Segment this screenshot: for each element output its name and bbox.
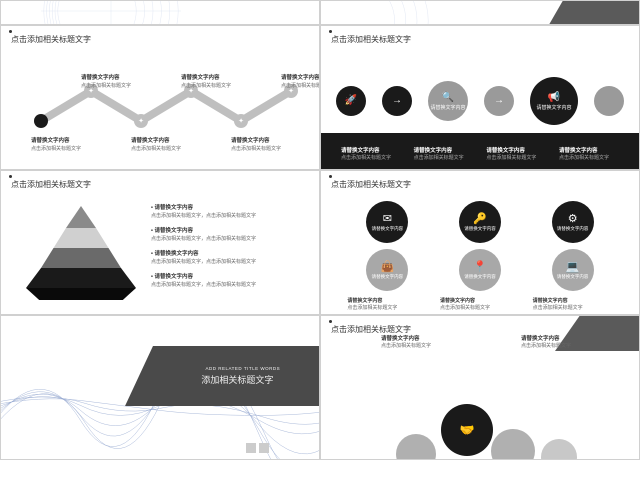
zigzag-node <box>34 114 48 128</box>
header-slide-right <box>320 0 640 25</box>
slide-zigzag: 点击添加相关标题文字 ✦✦✦✦✦ 请替换文字内容点击添加相关标题文字请替换文字内… <box>0 25 320 170</box>
zigzag-label: 请替换文字内容点击添加相关标题文字 <box>281 73 320 89</box>
zigzag-label: 请替换文字内容点击添加相关标题文字 <box>231 136 281 152</box>
cluster-circle <box>491 429 535 460</box>
flow-circle: → <box>484 86 514 116</box>
page-dots <box>246 443 269 453</box>
pyramid-layer <box>66 206 96 228</box>
grid-circle: ⚙请替换文字内容 <box>552 201 594 243</box>
flow-circle: 📢请替换文字内容 <box>530 77 578 125</box>
pyramid-text: • 请替换文字内容点击添加相关标题文字，点击添加相关标题文字 <box>151 226 301 242</box>
pyramid-text: • 请替换文字内容点击添加相关标题文字，点击添加相关标题文字 <box>151 203 301 219</box>
cluster-circle: 🤝 <box>441 404 493 456</box>
cluster-circle <box>396 434 436 460</box>
cluster-circle <box>541 439 577 460</box>
subtitle: ADD RELATED TITLE WORDS <box>205 366 280 371</box>
pyramid-diagram <box>26 206 136 301</box>
circle-grid: ✉请替换文字内容 🔑请替换文字内容 ⚙请替换文字内容 👜请替换文字内容 📍请替换文字内… <box>341 201 619 315</box>
circles-row: 🚀 → 🔍请替换文字内容 → 📢请替换文字内容 <box>336 71 624 131</box>
grid-circle: 📍请替换文字内容 <box>459 249 501 291</box>
zigzag-label: 请替换文字内容点击添加相关标题文字 <box>131 136 181 152</box>
flow-circle: 🔍请替换文字内容 <box>428 81 468 121</box>
flow-circle: 🚀 <box>336 86 366 116</box>
grid-circle: 💻请替换文字内容 <box>552 249 594 291</box>
zigzag-label: 请替换文字内容点击添加相关标题文字 <box>81 73 131 89</box>
slide-title-wave: ADD RELATED TITLE WORDS 添加相关标题文字 <box>0 315 320 460</box>
foot-label: 请替换文字内容点击添加相关标题文字 <box>533 297 613 311</box>
header-row <box>0 0 640 25</box>
cluster-text: 请替换文字内容点击添加相关标题文字 <box>521 334 591 349</box>
foot-label: 请替换文字内容点击添加相关标题文字 <box>414 146 474 161</box>
pyramid-text: • 请替换文字内容点击添加相关标题文字，点击添加相关标题文字 <box>151 272 301 288</box>
slide-circle-cluster: 点击添加相关标题文字 请替换文字内容点击添加相关标题文字请替换文字内容点击添加相… <box>320 315 640 460</box>
slide-title: 点击添加相关标题文字 <box>331 179 411 190</box>
zigzag-diagram: ✦✦✦✦✦ 请替换文字内容点击添加相关标题文字请替换文字内容点击添加相关标题文字… <box>21 81 301 131</box>
slide-grid: 点击添加相关标题文字 ✦✦✦✦✦ 请替换文字内容点击添加相关标题文字请替换文字内… <box>0 0 640 500</box>
flow-circle: → <box>382 86 412 116</box>
main-title: 添加相关标题文字 <box>201 373 273 386</box>
pyramid-layer <box>26 268 136 288</box>
foot-label: 请替换文字内容点击添加相关标题文字 <box>440 297 520 311</box>
pyramid-layer <box>54 228 109 248</box>
pyramid-text: • 请替换换文字内容点击添加相关标题文字，点击添加相关标题文字 <box>151 249 301 265</box>
header-slide-left <box>0 0 320 25</box>
flow-circle <box>594 86 624 116</box>
grid-circle: ✉请替换文字内容 <box>366 201 408 243</box>
title-band: ADD RELATED TITLE WORDS 添加相关标题文字 <box>125 346 320 406</box>
slide-title: 点击添加相关标题文字 <box>331 34 411 45</box>
circle-cluster: 🤝 <box>351 389 611 460</box>
cluster-text: 请替换文字内容点击添加相关标题文字 <box>381 334 451 349</box>
slide-title: 点击添加相关标题文字 <box>11 34 91 45</box>
zigzag-node: ✦ <box>234 114 248 128</box>
pyramid-layer <box>41 248 121 268</box>
slide-pyramid: 点击添加相关标题文字 • 请替换文字内容点击添加相关标题文字，点击添加相关标题文… <box>0 170 320 315</box>
zigzag-node: ✦ <box>134 114 148 128</box>
slide-title: 点击添加相关标题文字 <box>11 179 91 190</box>
foot-label: 请替换文字内容点击添加相关标题文字 <box>559 146 619 161</box>
foot-label: 请替换文字内容点击添加相关标题文字 <box>486 146 546 161</box>
slide-circle-flow: 点击添加相关标题文字 🚀 → 🔍请替换文字内容 → 📢请替换文字内容 请替换文字内容点击… <box>320 25 640 170</box>
foot-label: 请替换文字内容点击添加相关标题文字 <box>347 297 427 311</box>
slide-circle-grid: 点击添加相关标题文字 ✉请替换文字内容 🔑请替换文字内容 ⚙请替换文字内容 👜请替换… <box>320 170 640 315</box>
zigzag-label: 请替换文字内容点击添加相关标题文字 <box>31 136 81 152</box>
foot-label: 请替换文字内容点击添加相关标题文字 <box>341 146 401 161</box>
grid-circle: 👜请替换文字内容 <box>366 249 408 291</box>
grid-circle: 🔑请替换文字内容 <box>459 201 501 243</box>
zigzag-label: 请替换文字内容点击添加相关标题文字 <box>181 73 231 89</box>
footer-labels: 请替换文字内容点击添加相关标题文字请替换文字内容点击添加相关标题文字请替换文字内… <box>341 146 619 161</box>
